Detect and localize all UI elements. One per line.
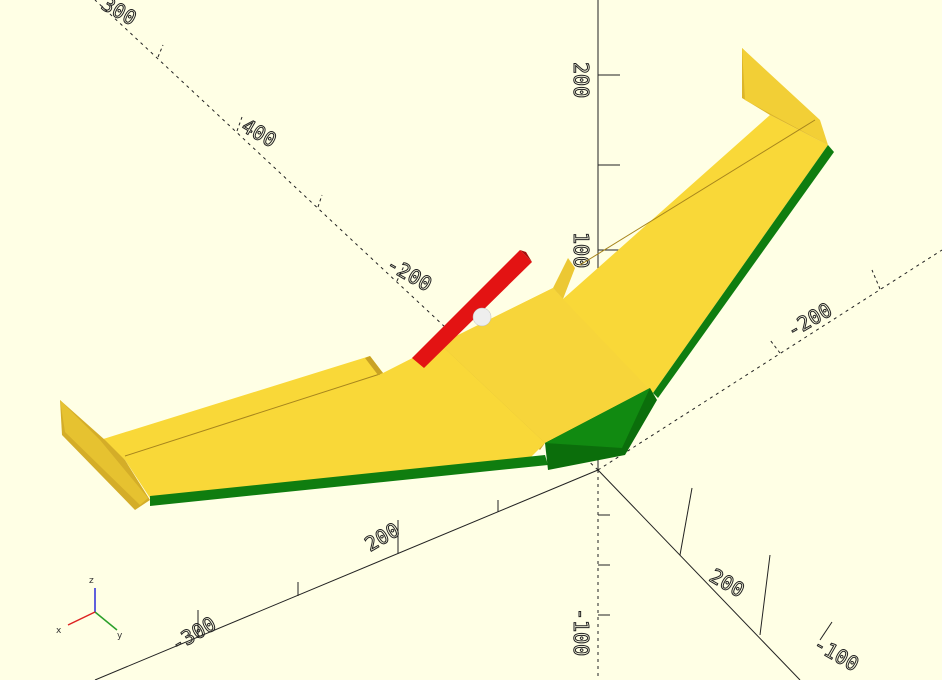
right-winglet-face <box>742 48 828 145</box>
flying-wing-model[interactable] <box>60 48 834 510</box>
gizmo-y-label: y <box>117 631 123 641</box>
axis-label-z-200: 200 <box>569 62 593 98</box>
left-wing-leading-edge <box>150 455 548 506</box>
gizmo-z-label: z <box>89 576 94 586</box>
red-spar-side <box>520 250 532 262</box>
nose-cone-top <box>545 388 650 448</box>
y-axis-positive <box>94 469 599 680</box>
x-axis-positive <box>597 469 801 680</box>
gizmo-x-label: x <box>56 626 62 636</box>
axis-label-z-neg-100: -100 <box>569 608 593 656</box>
center-section-top <box>440 288 653 443</box>
left-wing-spar-line <box>124 373 381 457</box>
red-spar <box>412 250 532 368</box>
left-winglet-face <box>60 400 148 505</box>
right-wing-spar-line <box>579 119 816 266</box>
spar-sphere <box>472 307 492 327</box>
left-elevon-hinge <box>365 356 383 375</box>
right-wing-leading-edge <box>653 145 834 398</box>
gizmo-x-line <box>67 611 96 626</box>
x-axis-negative <box>597 249 942 471</box>
left-wing-top <box>100 344 545 498</box>
axis-gizmo: z y x <box>56 576 123 641</box>
right-elevon-hinge <box>553 258 575 299</box>
axis-label-z-100: 100 <box>569 232 593 268</box>
gizmo-y-line <box>94 611 118 631</box>
